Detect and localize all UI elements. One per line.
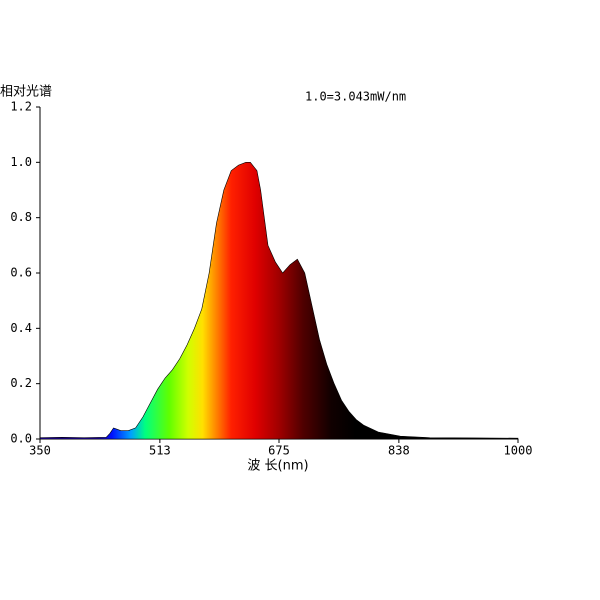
y-tick-label: 0.8 <box>10 210 32 224</box>
x-tick-label: 350 <box>29 444 51 458</box>
y-tick-label: 0.4 <box>10 321 32 335</box>
y-tick-label: 0.2 <box>10 376 32 390</box>
x-tick-label: 838 <box>388 444 410 458</box>
y-tick-label: 1.2 <box>10 100 32 114</box>
y-tick-label: 0.6 <box>10 266 32 280</box>
x-axis-title: 波 长(nm) <box>247 459 308 474</box>
spectrum-area <box>39 162 519 440</box>
x-tick-label: 1000 <box>504 444 533 458</box>
y-axis-title: 相对光谱 <box>0 85 52 100</box>
y-tick-label: 0.0 <box>10 432 32 446</box>
x-tick-label: 675 <box>268 444 290 458</box>
annotation: 1.0=3.043mW/nm <box>305 90 406 104</box>
x-tick-label: 513 <box>149 444 171 458</box>
y-tick-label: 1.0 <box>10 155 32 169</box>
